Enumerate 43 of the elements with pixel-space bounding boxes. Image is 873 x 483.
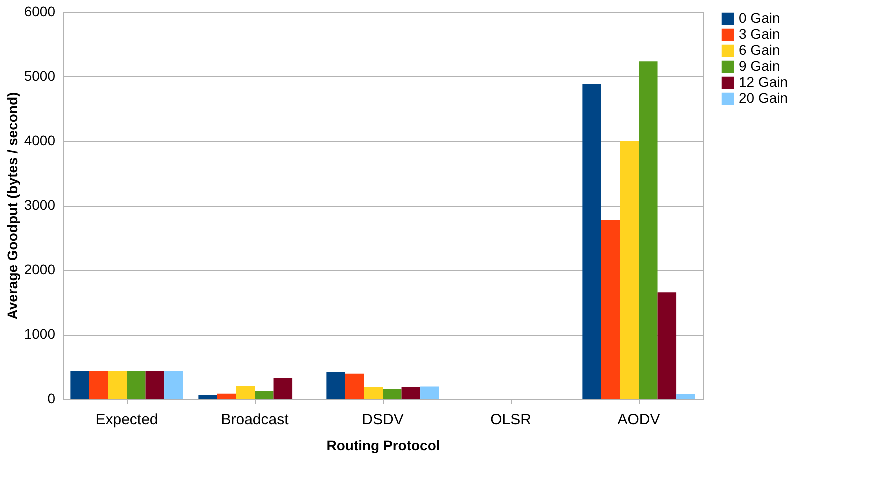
bar xyxy=(658,292,677,399)
legend-label: 6 Gain xyxy=(739,42,780,58)
bar xyxy=(639,62,658,399)
y-tick-label: 2000 xyxy=(24,262,56,278)
y-tick-label: 5000 xyxy=(24,68,56,84)
x-tick-label: OLSR xyxy=(490,412,532,428)
bar xyxy=(255,391,274,399)
legend-label: 12 Gain xyxy=(739,74,788,90)
bar xyxy=(420,386,440,399)
legend-label: 0 Gain xyxy=(739,10,780,26)
bar xyxy=(582,84,602,399)
bar xyxy=(127,371,146,399)
y-axis-title: Average Goodput (bytes / second) xyxy=(4,92,20,320)
x-tick-label: AODV xyxy=(618,412,660,428)
y-tick-label: 1000 xyxy=(24,326,56,342)
y-tick-label: 6000 xyxy=(24,4,56,20)
bar xyxy=(236,386,255,399)
bar xyxy=(601,220,620,399)
y-tick-label: 4000 xyxy=(24,132,56,148)
y-tick-label: 3000 xyxy=(24,197,56,213)
bar xyxy=(274,378,293,399)
bar xyxy=(326,372,346,399)
y-tick-label: 0 xyxy=(48,390,56,406)
bar xyxy=(620,141,639,399)
legend-label: 3 Gain xyxy=(739,26,780,42)
bar xyxy=(383,389,402,399)
bar xyxy=(70,371,90,399)
bar xyxy=(345,374,364,399)
bar xyxy=(164,371,184,399)
x-axis-title: Routing Protocol xyxy=(326,438,440,454)
bar xyxy=(676,394,696,399)
x-tick-label: Broadcast xyxy=(221,412,290,428)
x-tick-label: DSDV xyxy=(362,412,404,428)
bar xyxy=(402,387,421,399)
bar xyxy=(217,394,236,399)
bar xyxy=(198,395,218,399)
x-tick-label: Expected xyxy=(96,412,158,428)
bar xyxy=(146,371,165,399)
legend-label: 9 Gain xyxy=(739,58,780,74)
legend-label: 20 Gain xyxy=(739,90,788,106)
bar xyxy=(108,371,127,399)
bar xyxy=(364,387,383,399)
bar xyxy=(89,371,108,399)
